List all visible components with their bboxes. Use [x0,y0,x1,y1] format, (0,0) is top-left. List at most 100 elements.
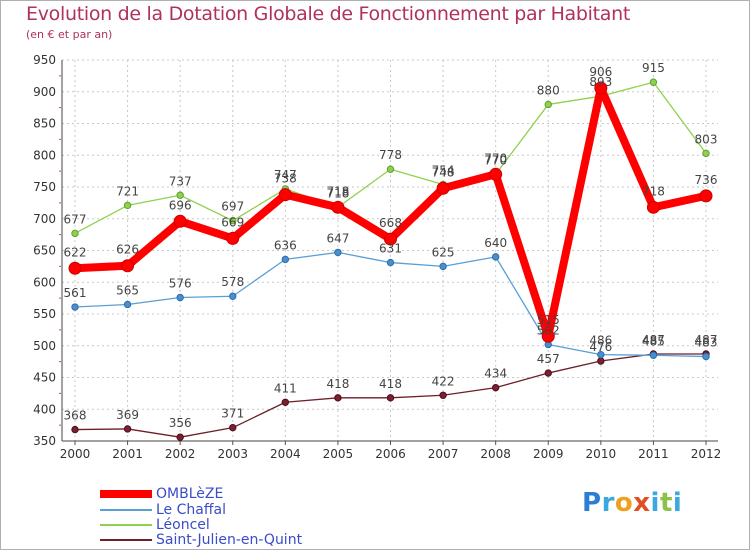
legend-swatch-leoncel [100,524,152,526]
data-label-saint-julien-en-quint: 371 [221,407,244,421]
data-label-saint-julien-en-quint: 457 [537,352,560,366]
data-label-ombleze: 748 [432,165,455,179]
data-label-ombleze: 718 [326,184,349,198]
data-label-le-chaffal: 485 [642,334,665,348]
y-tick-label: 550 [33,307,56,321]
data-label-saint-julien-en-quint: 422 [432,374,455,388]
data-point-saint-julien-en-quint [229,423,237,432]
data-point-le-chaffal [229,292,237,300]
y-tick-label: 750 [33,180,56,194]
data-label-saint-julien-en-quint: 434 [484,367,507,381]
y-tick-label: 500 [33,339,56,353]
data-label-le-chaffal: 486 [589,334,612,348]
y-tick-label: 700 [33,212,56,226]
y-tick-label: 900 [33,85,56,99]
data-point-le-chaffal [649,351,658,359]
y-tick-label: 950 [33,53,56,67]
x-tick-label: 2001 [112,447,143,461]
y-tick-label: 350 [33,434,56,448]
data-label-leoncel: 770 [484,153,507,167]
data-point-le-chaffal [386,258,395,267]
data-label-saint-julien-en-quint: 418 [379,377,402,391]
legend-label-omblez: OMBLèZE [156,486,224,502]
y-tick-label: 600 [33,275,56,289]
logo-letter: i [650,488,660,518]
data-label-ombleze: 736 [695,173,718,187]
x-tick-label: 2006 [375,447,406,461]
data-label-leoncel: 737 [169,174,192,188]
data-point-ombleze [541,329,555,343]
data-point-leoncel [544,100,552,109]
data-label-le-chaffal: 636 [274,238,297,252]
chart-title: Evolution de la Dotation Globale de Fonc… [26,3,631,25]
data-label-leoncel: 718 [326,186,349,200]
y-tick-label: 400 [33,402,56,416]
logo-letter: t [659,488,673,518]
data-label-ombleze: 626 [116,243,139,257]
data-point-le-chaffal [597,350,605,359]
data-label-leoncel: 880 [537,83,560,97]
data-label-saint-julien-en-quint: 476 [589,340,612,354]
x-tick-label: 2011 [638,447,669,461]
data-point-saint-julien-en-quint [439,391,447,399]
y-tick-label: 850 [33,117,56,131]
data-point-leoncel [386,165,395,173]
logo-letter: i [672,488,683,518]
y-tick-label: 800 [33,148,56,162]
data-label-saint-julien-en-quint: 356 [169,416,192,430]
data-label-ombleze: 770 [484,151,507,165]
data-point-ombleze [384,232,397,246]
data-label-ombleze: 668 [379,216,402,230]
data-point-le-chaffal [702,352,710,361]
data-label-leoncel: 893 [589,75,612,89]
data-point-ombleze [436,181,450,195]
data-point-ombleze [699,189,713,203]
data-point-ombleze [646,200,660,214]
logo-letter: x [633,488,651,518]
x-tick-label: 2008 [480,447,511,461]
data-point-leoncel [229,216,237,225]
logo-letter: P [582,488,602,518]
data-label-saint-julien-en-quint: 487 [642,333,665,347]
y-tick-label: 650 [33,244,56,258]
data-point-leoncel [176,191,184,199]
data-point-le-chaffal [439,262,447,271]
data-point-le-chaffal [176,293,184,302]
data-label-le-chaffal: 565 [116,283,139,297]
data-point-le-chaffal [334,248,342,257]
data-point-ombleze [226,231,240,245]
data-label-le-chaffal: 483 [695,336,718,350]
data-label-le-chaffal: 625 [432,245,455,259]
x-tick-label: 2012 [691,447,722,461]
data-label-ombleze: 738 [274,172,297,186]
axis-layer: 350 400 450 500 550 600 650 700 750 800 850 900 950 2… [33,53,721,461]
data-label-ombleze: 696 [169,198,192,212]
chart-subtitle: (en € et par an) [26,28,113,41]
data-point-le-chaffal [71,303,79,311]
data-label-leoncel: 754 [432,163,455,177]
x-tick-label: 2010 [586,447,617,461]
data-point-ombleze [121,259,135,273]
y-tick-label: 450 [33,371,56,385]
data-label-ombleze: 622 [64,245,87,259]
data-point-leoncel [702,149,710,158]
data-label-leoncel: 747 [274,168,297,182]
series-layer [68,78,713,441]
legend-label-le-chaffal: Le Chaffal [156,502,226,518]
data-point-saint-julien-en-quint [176,433,184,441]
data-point-saint-julien-en-quint [281,398,290,406]
data-point-saint-julien-en-quint [544,369,552,377]
data-label-saint-julien-en-quint: 487 [695,333,718,347]
data-point-saint-julien-en-quint [334,394,342,402]
data-label-leoncel: 915 [642,61,665,75]
x-tick-label: 2007 [428,447,459,461]
data-point-ombleze [594,81,608,95]
data-label-leoncel: 778 [379,148,402,162]
data-label-ombleze: 718 [642,184,665,198]
data-label-saint-julien-en-quint: 411 [274,381,297,395]
data-point-ombleze [489,167,503,181]
data-label-le-chaffal: 640 [484,236,507,250]
data-label-saint-julien-en-quint: 418 [326,377,349,391]
data-label-ombleze: 669 [221,215,244,229]
